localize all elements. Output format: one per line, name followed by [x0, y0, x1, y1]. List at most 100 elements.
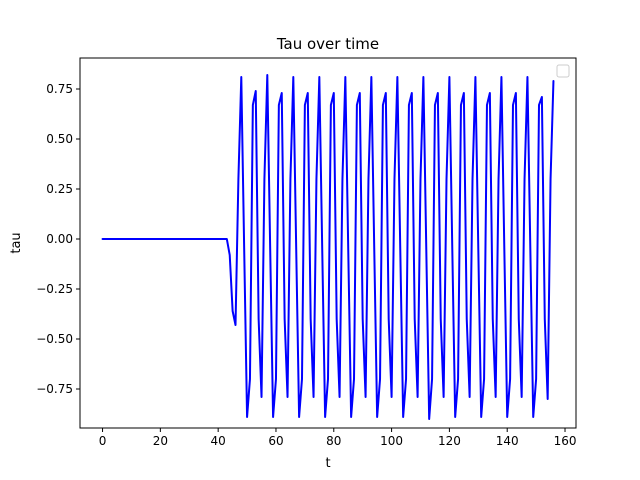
- data-point: [547, 398, 549, 400]
- data-point: [388, 318, 390, 320]
- data-point: [339, 396, 341, 398]
- data-point: [373, 248, 375, 250]
- y-tick-label: 0.00: [46, 232, 73, 246]
- data-point: [397, 76, 399, 78]
- y-tick-label: −0.25: [36, 282, 73, 296]
- x-tick-label: 80: [326, 434, 341, 448]
- data-point: [249, 378, 251, 380]
- x-axis-label: t: [325, 456, 330, 471]
- data-point: [321, 248, 323, 250]
- data-point: [454, 416, 456, 418]
- y-tick-label: 0.75: [46, 82, 73, 96]
- x-tick-label: 40: [211, 434, 226, 448]
- x-tick-label: 120: [438, 434, 461, 448]
- data-point: [428, 418, 430, 420]
- data-point: [469, 396, 471, 398]
- data-point: [246, 416, 248, 418]
- data-point: [258, 318, 260, 320]
- data-point: [313, 396, 315, 398]
- data-point: [350, 416, 352, 418]
- data-point: [544, 318, 546, 320]
- data-point: [336, 318, 338, 320]
- data-point: [515, 92, 517, 94]
- data-point: [275, 378, 277, 380]
- data-point: [290, 178, 292, 180]
- data-point: [550, 178, 552, 180]
- data-point: [226, 238, 228, 240]
- data-point: [293, 76, 295, 78]
- data-point: [255, 90, 257, 92]
- data-point: [411, 92, 413, 94]
- data-point: [102, 238, 104, 240]
- data-point: [532, 416, 534, 418]
- x-tick-label: 100: [380, 434, 403, 448]
- data-point: [345, 76, 347, 78]
- data-point: [483, 378, 485, 380]
- data-point: [521, 396, 523, 398]
- data-point: [437, 92, 439, 94]
- data-point: [504, 248, 506, 250]
- x-axis: 0 20 40 60 80 100 120 140 160: [99, 428, 577, 448]
- data-point: [267, 74, 269, 76]
- data-point: [316, 178, 318, 180]
- axes-frame: [79, 57, 577, 429]
- data-point: [327, 378, 329, 380]
- data-point: [414, 318, 416, 320]
- data-point: [284, 318, 286, 320]
- chart-title: Tau over time: [276, 35, 379, 53]
- y-tick-label: 0.50: [46, 132, 73, 146]
- data-point: [272, 416, 274, 418]
- data-point: [229, 254, 231, 256]
- x-tick-label: 0: [99, 434, 107, 448]
- data-point: [451, 248, 453, 250]
- data-point: [420, 178, 422, 180]
- data-point: [530, 248, 532, 250]
- data-point: [509, 378, 511, 380]
- plot-area: [79, 57, 577, 429]
- data-point: [399, 248, 401, 250]
- data-point: [446, 178, 448, 180]
- data-point: [480, 416, 482, 418]
- data-point: [431, 378, 433, 380]
- data-point: [347, 248, 349, 250]
- y-axis: −0.75 −0.50 −0.25 0.00 0.25 0.50 0.75: [36, 82, 80, 396]
- data-point: [264, 178, 266, 180]
- data-point: [524, 178, 526, 180]
- data-point: [394, 178, 396, 180]
- data-point: [423, 76, 425, 78]
- data-point: [512, 104, 514, 106]
- data-point: [457, 378, 459, 380]
- data-point: [382, 104, 384, 106]
- data-point: [553, 80, 555, 82]
- legend-box: [556, 64, 570, 78]
- data-point: [518, 318, 520, 320]
- data-point: [460, 104, 462, 106]
- data-point: [489, 92, 491, 94]
- data-point: [368, 178, 370, 180]
- data-point: [475, 76, 477, 78]
- data-point: [281, 92, 283, 94]
- y-tick-label: −0.50: [36, 332, 73, 346]
- data-point: [298, 416, 300, 418]
- series-line-group: [101, 74, 555, 420]
- data-point: [287, 396, 289, 398]
- data-point: [295, 248, 297, 250]
- data-point: [405, 378, 407, 380]
- data-point: [478, 248, 480, 250]
- x-tick-label: 140: [496, 434, 519, 448]
- data-point: [417, 396, 419, 398]
- data-point: [538, 104, 540, 106]
- x-tick-label: 20: [153, 434, 168, 448]
- data-point: [365, 396, 367, 398]
- y-tick-label: −0.75: [36, 382, 73, 396]
- data-point: [449, 76, 451, 78]
- data-point: [261, 396, 263, 398]
- x-tick-label: 160: [554, 434, 577, 448]
- data-point: [408, 104, 410, 106]
- x-tick-label: 60: [268, 434, 283, 448]
- data-point: [492, 318, 494, 320]
- data-point: [278, 104, 280, 106]
- data-point: [301, 378, 303, 380]
- data-point: [362, 318, 364, 320]
- data-point: [391, 396, 393, 398]
